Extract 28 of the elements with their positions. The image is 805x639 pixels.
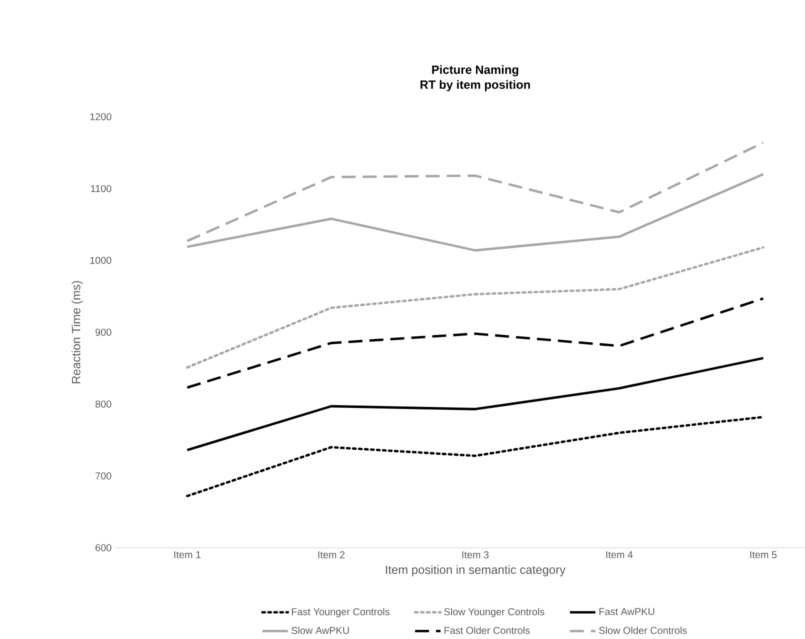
line-series	[186, 246, 764, 369]
legend-label: Fast AwPKU	[599, 608, 654, 616]
y-tick-label: 1200	[90, 113, 112, 120]
line-series	[186, 297, 764, 389]
y-tick-label: 1100	[91, 185, 112, 192]
chart-title: Picture Naming	[432, 65, 518, 76]
x-tick-label: Item 1	[174, 551, 201, 558]
y-tick-label: 700	[96, 472, 112, 480]
legend-label: Fast Younger Controls	[292, 608, 390, 618]
x-tick-label: Item 4	[606, 551, 633, 558]
legend-label: Slow Younger Controls	[444, 608, 544, 618]
y-tick-label: 600	[96, 544, 112, 552]
y-tick-label: 800	[96, 400, 112, 408]
y-axis-title: Reaction Time (ms)	[72, 281, 83, 384]
legend-label: Fast Older Controls	[444, 626, 530, 634]
legend-label: Slow Older Controls	[599, 626, 687, 634]
x-axis-title: Item position in semantic category	[386, 565, 566, 576]
line-series	[186, 356, 764, 452]
x-tick-label: Item 5	[750, 551, 777, 558]
x-tick-label: Item 3	[462, 551, 489, 558]
y-tick-label: 900	[96, 328, 112, 336]
line-series	[186, 173, 764, 252]
chart-subtitle: RT by item position	[420, 80, 530, 92]
y-tick-label: 1000	[90, 256, 112, 264]
line-series	[186, 141, 764, 242]
line-series	[186, 416, 764, 498]
legend-label: Slow AwPKU	[292, 626, 349, 634]
x-tick-label: Item 2	[318, 551, 345, 558]
